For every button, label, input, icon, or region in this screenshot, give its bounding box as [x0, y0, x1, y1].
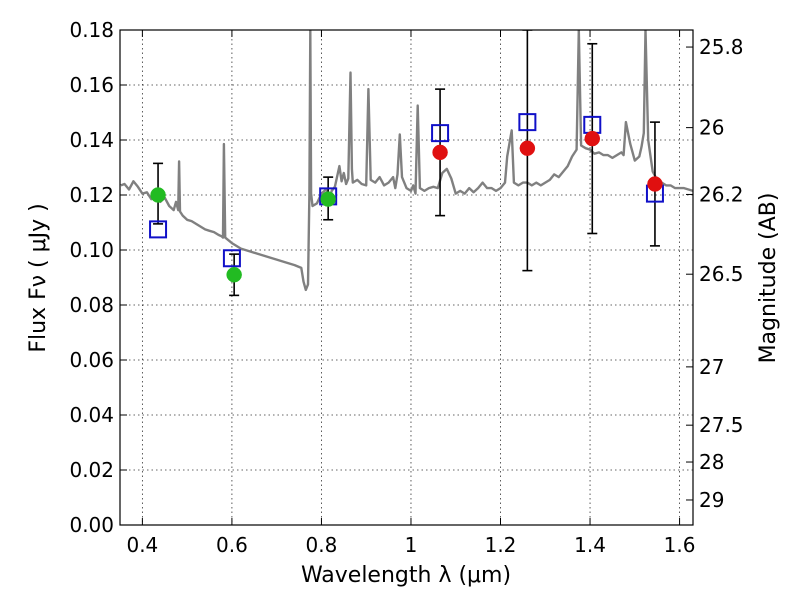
- y-tick-label: 0.12: [69, 183, 114, 207]
- right-tick-label: 25.8: [699, 35, 744, 59]
- y-tick-label: 0.10: [69, 238, 114, 262]
- right-tick-label: 28: [699, 450, 724, 474]
- right-tick-label: 27: [699, 355, 724, 379]
- x-tick-label: 0.4: [126, 533, 158, 557]
- model-square-marker: [222, 249, 241, 268]
- y-tick-label: 0.04: [69, 403, 114, 427]
- y-tick-label: 0.18: [69, 18, 114, 42]
- right-tick-label: 26.2: [699, 182, 744, 206]
- x-tick-label: 1.4: [574, 533, 606, 557]
- x-tick-label: 0.8: [306, 533, 338, 557]
- y-axis-right-label: Magnitude (AB): [756, 193, 781, 364]
- spectrum-line: [120, 30, 693, 292]
- x-tick-label: 1: [405, 533, 418, 557]
- photometry-point: [150, 187, 166, 203]
- right-tick-label: 29: [699, 488, 724, 512]
- photometry-point: [647, 176, 663, 192]
- photometry-point: [432, 144, 448, 161]
- x-tick-label: 1.2: [485, 533, 517, 557]
- model-square-marker: [149, 220, 168, 239]
- y-tick-label: 0.08: [69, 293, 114, 317]
- photometry-point: [320, 191, 336, 207]
- model-square-marker: [431, 124, 450, 143]
- right-tick-label: 27.5: [699, 413, 744, 437]
- axis-ticks: 0.4 0.6 0.8 1 1.2 1.4 1.6 0.00 0.02 0.04 0.06 0.08 0…: [69, 18, 743, 557]
- y-tick-label: 0.16: [69, 73, 114, 97]
- y-tick-label: 0.06: [69, 348, 114, 372]
- plot-area: [120, 30, 693, 297]
- y-tick-label: 0.02: [69, 458, 114, 482]
- y-tick-label: 0.00: [69, 513, 114, 537]
- right-tick-label: 26.5: [699, 262, 744, 286]
- plot-frame: [119, 29, 694, 526]
- photometry-point: [226, 267, 242, 283]
- x-tick-label: 0.6: [216, 533, 248, 557]
- x-axis-label: Wavelength λ (μm): [301, 563, 511, 588]
- x-tick-label: 1.6: [664, 533, 696, 557]
- photometry-point: [519, 140, 536, 156]
- y-tick-label: 0.14: [69, 128, 114, 152]
- right-tick-label: 26: [699, 116, 724, 140]
- photometry-point: [584, 130, 601, 147]
- model-square-marker: [518, 113, 537, 132]
- y-axis-label: Flux Fν ( μJy ): [26, 203, 51, 352]
- grid: [120, 29, 693, 526]
